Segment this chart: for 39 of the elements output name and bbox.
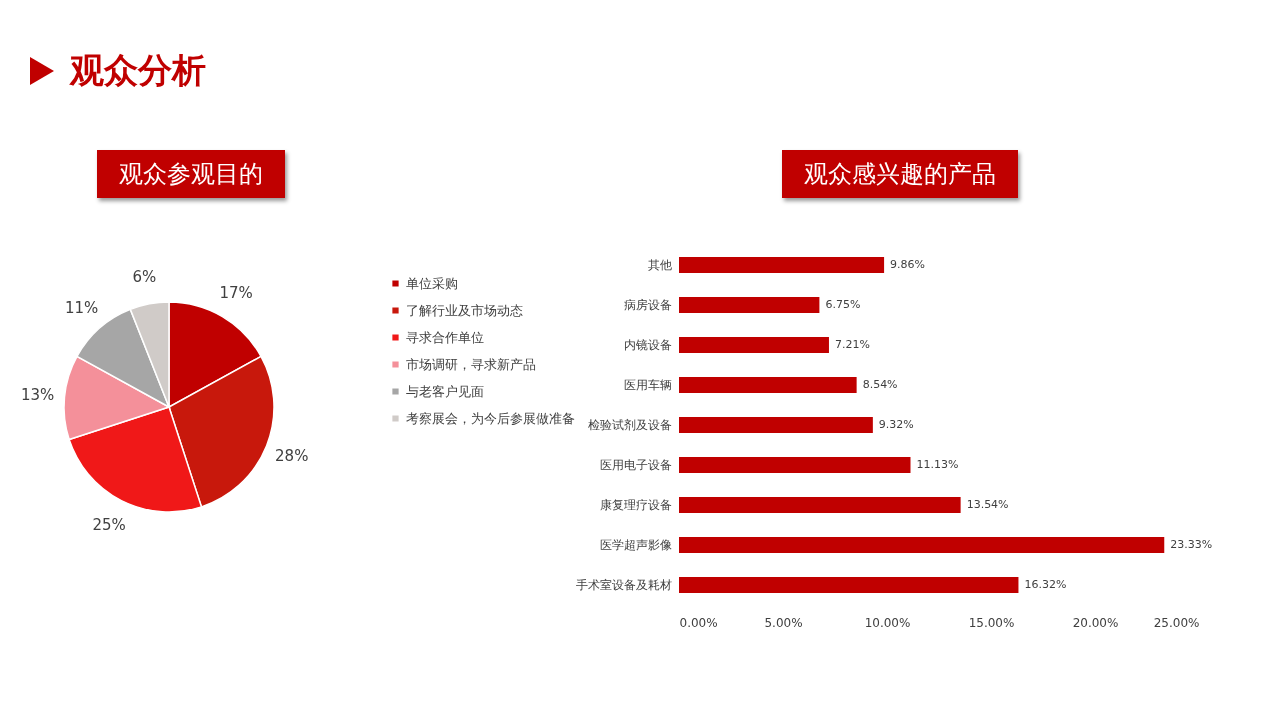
chart-title: 观众感兴趣的产品 bbox=[782, 150, 1018, 198]
y-tick-label: 医学超声影像 bbox=[599, 538, 672, 552]
x-tick-label: 5.00% bbox=[764, 615, 803, 630]
data-label: 17% bbox=[219, 284, 253, 303]
x-tick-label: 25.00% bbox=[1153, 615, 1200, 630]
legend-label: 单位采购 bbox=[406, 275, 458, 291]
legend-label: 与老客户见面 bbox=[406, 383, 484, 399]
x-tick-label: 20.00% bbox=[1072, 615, 1119, 630]
legend-label: 市场调研，寻求新产品 bbox=[406, 356, 536, 372]
y-tick-label: 康复理疗设备 bbox=[599, 498, 672, 512]
x-tick-label: 0.00% bbox=[679, 615, 718, 630]
legend-label: 寻求合作单位 bbox=[406, 329, 484, 345]
y-tick-label: 检验试剂及设备 bbox=[587, 418, 672, 432]
data-label: 11% bbox=[65, 298, 99, 317]
y-tick-label: 其他 bbox=[647, 258, 672, 272]
y-tick-label: 手术室设备及耗材 bbox=[575, 578, 672, 592]
x-tick-label: 10.00% bbox=[864, 615, 911, 630]
data-label: 13% bbox=[20, 385, 55, 404]
data-label: 9.86% bbox=[890, 258, 926, 271]
text: 观众分析 bbox=[70, 49, 206, 92]
data-label: 16.32% bbox=[1024, 578, 1067, 591]
data-label: 6.75% bbox=[825, 298, 861, 311]
data-label: 11.13% bbox=[916, 458, 959, 471]
data-label: 6% bbox=[132, 268, 157, 287]
legend-label: 考察展会，为今后参展做准备 bbox=[406, 410, 575, 426]
data-label: 13.54% bbox=[966, 498, 1009, 511]
data-label: 9.32% bbox=[878, 418, 914, 431]
data-label: 7.21% bbox=[834, 338, 870, 351]
data-label: 28% bbox=[275, 446, 309, 465]
y-tick-label: 病房设备 bbox=[623, 298, 672, 312]
chart-title: 观众参观目的 bbox=[97, 150, 285, 198]
legend-label: 了解行业及市场动态 bbox=[406, 302, 523, 318]
y-tick-label: 医用电子设备 bbox=[599, 458, 672, 472]
data-label: 8.54% bbox=[862, 378, 898, 391]
data-label: 23.33% bbox=[1170, 538, 1213, 551]
y-tick-label: 医用车辆 bbox=[623, 378, 672, 392]
data-label: 25% bbox=[92, 515, 126, 534]
x-tick-label: 15.00% bbox=[968, 615, 1015, 630]
y-tick-label: 内镜设备 bbox=[623, 338, 672, 352]
